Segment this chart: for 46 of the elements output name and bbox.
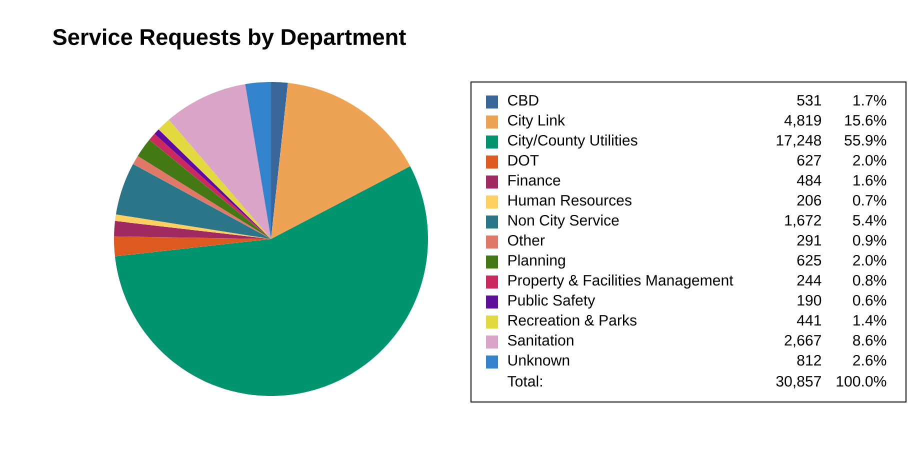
data-label: 206: [797, 194, 822, 206]
data-label: 190: [798, 294, 822, 306]
legend-label: Other: [508, 234, 545, 246]
legend-label: Sanitation: [508, 334, 574, 346]
text: 30,857: [776, 376, 821, 388]
legend-label: Property & Facilities Management: [508, 274, 734, 289]
legend-label: CBD: [508, 94, 538, 106]
data-label: 4,819: [784, 114, 822, 128]
legend-label: City Link: [508, 114, 566, 129]
legend-label: Planning: [508, 254, 565, 269]
text: 2.0%: [853, 154, 886, 166]
text: 0.9%: [852, 234, 886, 246]
data-label: 625: [797, 254, 822, 266]
text: 0.8%: [852, 274, 886, 286]
data-label: 627: [797, 154, 821, 166]
legend-label: Public Safety: [508, 294, 596, 309]
data-label: 1,672: [785, 214, 821, 228]
data-label: 484: [796, 174, 822, 186]
data-label: 812: [797, 354, 821, 366]
data-label: 2,667: [784, 334, 821, 348]
data-label: 531: [797, 94, 821, 106]
text: 1.4%: [854, 315, 886, 326]
text: 1.7%: [854, 95, 886, 106]
chart-title: Service Requests by Department: [52, 28, 406, 50]
text: 100.0%: [836, 376, 886, 387]
text: 15.6%: [845, 114, 886, 126]
data-label: 244: [797, 274, 822, 286]
text: 0.6%: [852, 294, 886, 306]
legend-label: City/County Utilities: [508, 134, 638, 149]
text: 55.9%: [844, 134, 886, 146]
data-label: 17,248: [776, 134, 822, 148]
legend-label: Recreation & Parks: [508, 314, 636, 326]
legend-label: Human Resources: [508, 195, 632, 206]
text: 5.4%: [853, 215, 886, 226]
legend-label: DOT: [508, 154, 539, 166]
data-label: 441: [796, 315, 821, 326]
data-label: 291: [797, 234, 821, 246]
legend-label: Finance: [508, 174, 560, 186]
legend-label: Non City Service: [508, 214, 619, 229]
text: 1.6%: [854, 174, 886, 186]
legend-label: Unknown: [508, 354, 570, 366]
text: 2.6%: [853, 354, 886, 366]
text: Total:: [508, 376, 542, 387]
text: 2.0%: [853, 254, 886, 266]
text: 0.7%: [852, 194, 886, 206]
text: 8.6%: [853, 334, 886, 346]
